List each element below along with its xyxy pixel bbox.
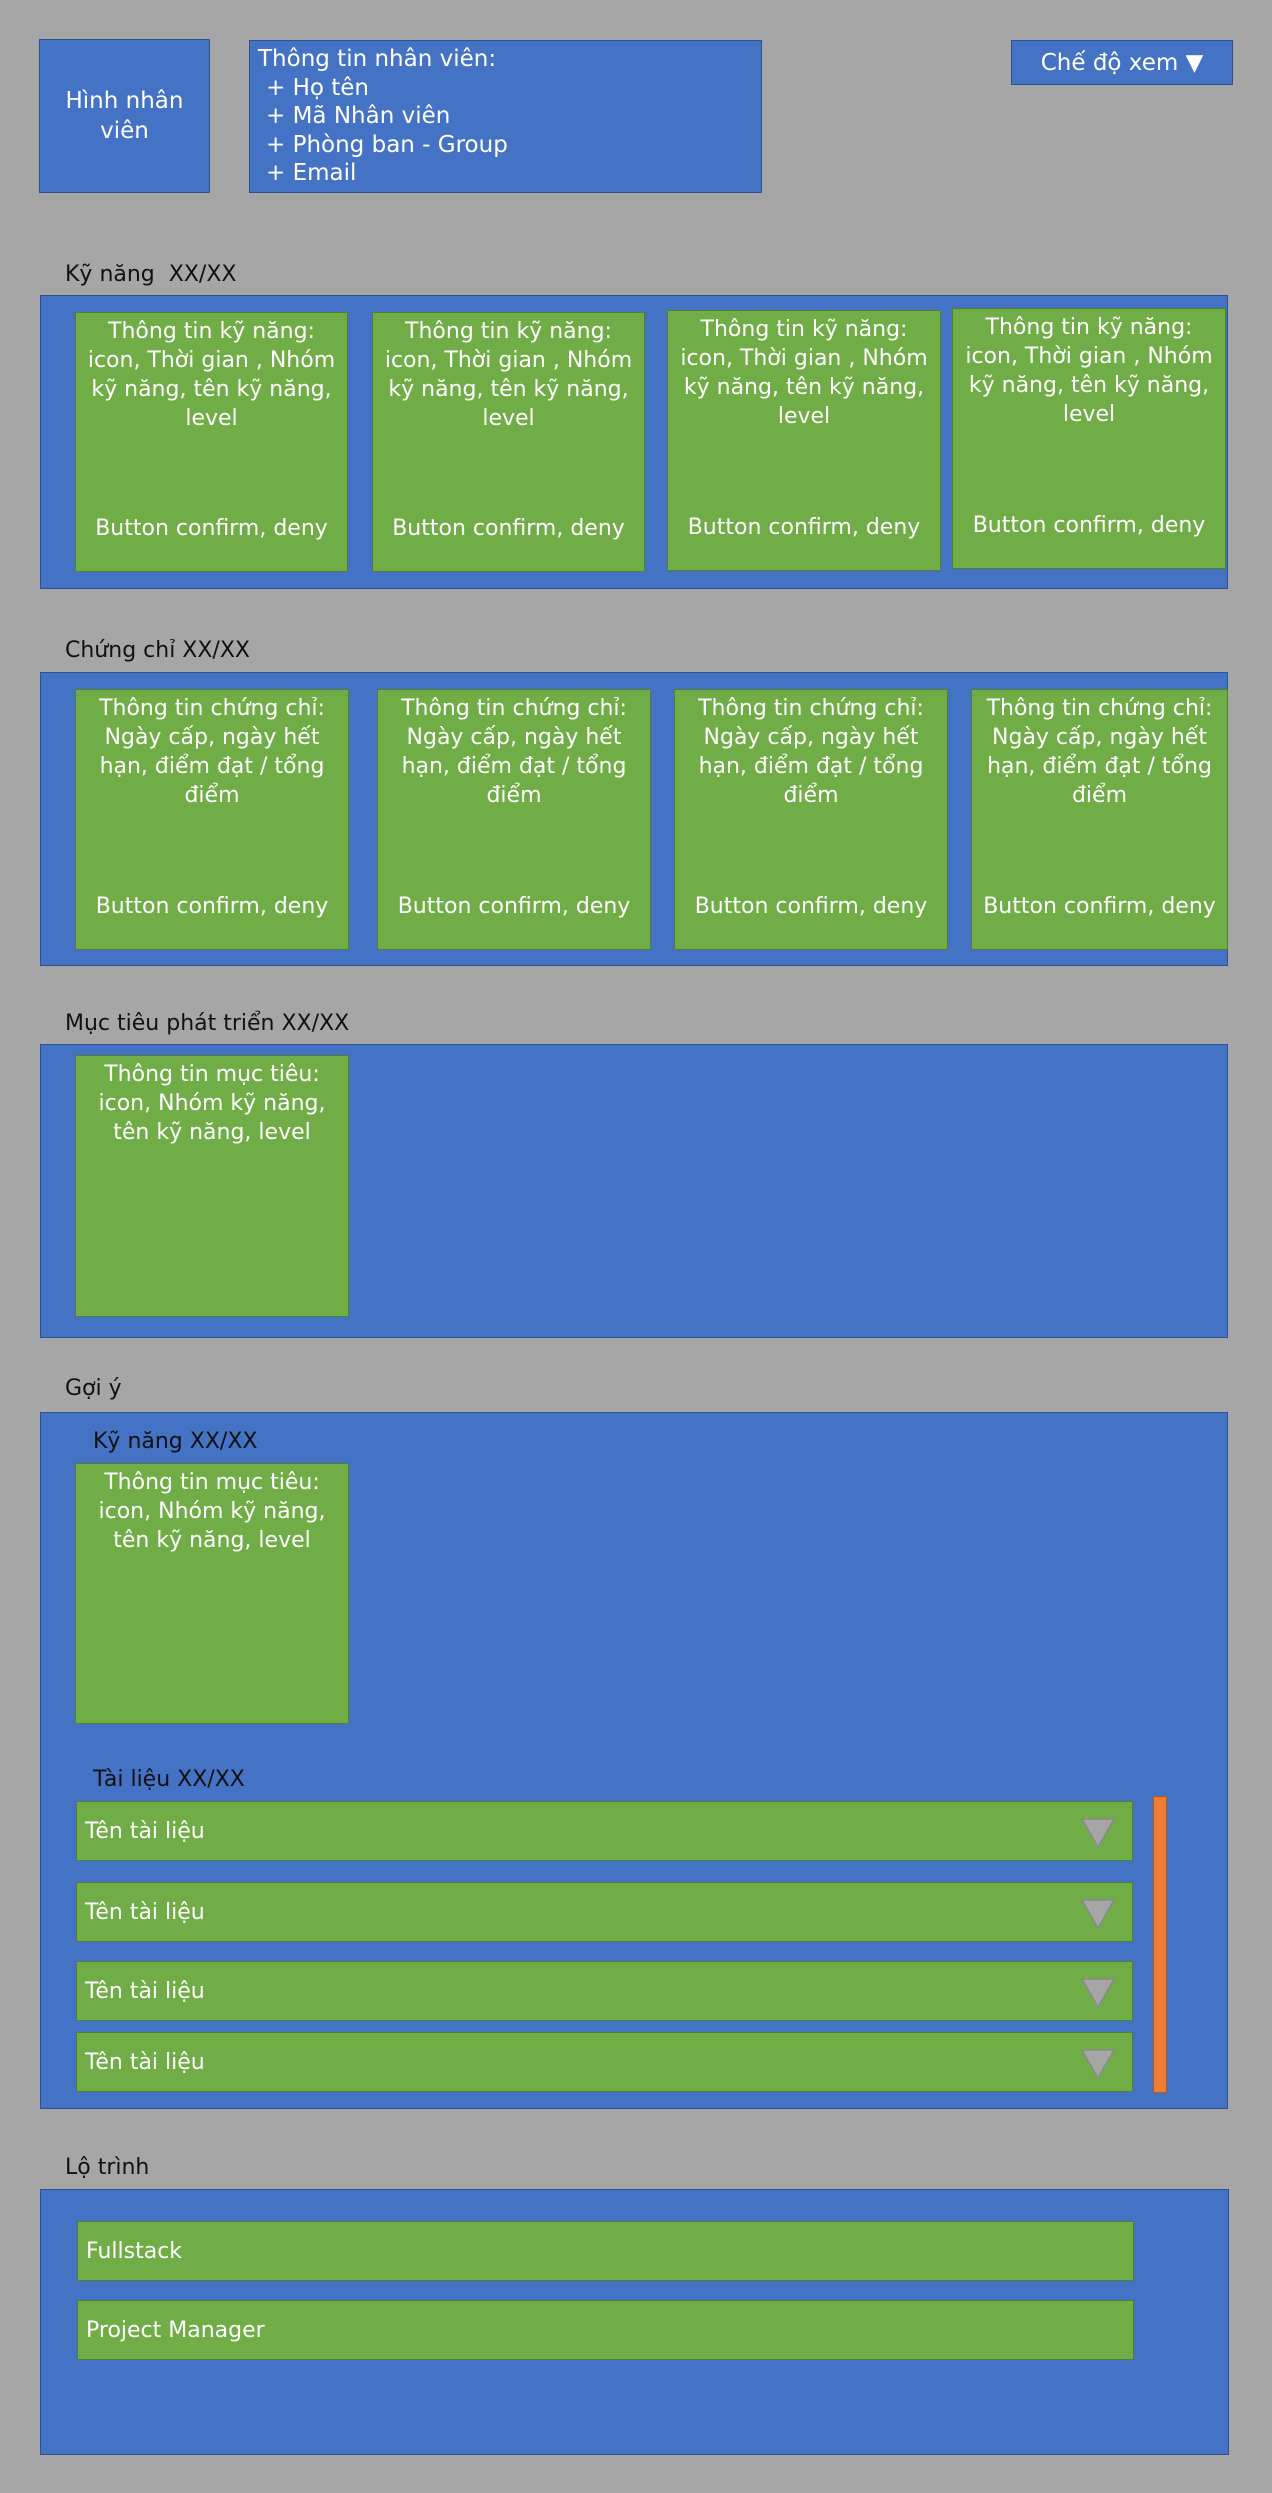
goal-card: Thông tin mục tiêu: icon, Nhóm kỹ năng, … xyxy=(75,1055,349,1317)
chevron-down-icon xyxy=(1080,1978,1116,2009)
document-item[interactable]: Tên tài liệu xyxy=(76,1961,1133,2021)
skill-card: Thông tin kỹ năng: icon, Thời gian , Nhó… xyxy=(372,312,645,572)
document-name: Tên tài liệu xyxy=(85,1899,205,1925)
document-item[interactable]: Tên tài liệu xyxy=(76,2032,1133,2092)
employee-info-panel: Thông tin nhân viên: + Họ tên + Mã Nhân … xyxy=(249,40,762,193)
certificate-card-info: Thông tin chứng chỉ: Ngày cấp, ngày hết … xyxy=(99,696,325,808)
goal-card-info: Thông tin mục tiêu: icon, Nhóm kỹ năng, … xyxy=(98,1062,326,1145)
certificate-card: Thông tin chứng chỉ: Ngày cấp, ngày hết … xyxy=(971,689,1228,950)
certificate-card-actions[interactable]: Button confirm, deny xyxy=(694,894,928,919)
certificate-card-actions[interactable]: Button confirm, deny xyxy=(983,894,1216,919)
certificate-card: Thông tin chứng chỉ: Ngày cấp, ngày hết … xyxy=(377,689,651,950)
employee-photo: Hình nhân viên xyxy=(39,39,210,193)
suggestions-section-title: Gợi ý xyxy=(65,1376,122,1401)
skill-card-info: Thông tin kỹ năng: icon, Thời gian , Nhó… xyxy=(87,319,336,431)
skill-card-info: Thông tin kỹ năng: icon, Thời gian , Nhó… xyxy=(965,315,1213,427)
chevron-down-icon xyxy=(1080,2049,1116,2080)
skill-card-actions[interactable]: Button confirm, deny xyxy=(392,516,625,541)
skill-card-info: Thông tin kỹ năng: icon, Thời gian , Nhó… xyxy=(680,317,928,429)
roadmap-item[interactable]: Project Manager xyxy=(77,2300,1134,2360)
skill-card: Thông tin kỹ năng: icon, Thời gian , Nhó… xyxy=(952,308,1226,569)
certificate-card-info: Thông tin chứng chỉ: Ngày cấp, ngày hết … xyxy=(986,696,1213,808)
suggested-skills-title: Kỹ năng XX/XX xyxy=(93,1429,258,1454)
certificates-section-title: Chứng chỉ XX/XX xyxy=(65,638,250,663)
employee-info-name: + Họ tên xyxy=(266,74,370,101)
roadmap-section-title: Lộ trình xyxy=(65,2155,150,2180)
certificate-card-info: Thông tin chứng chỉ: Ngày cấp, ngày hết … xyxy=(698,696,924,808)
roadmap-item-label: Fullstack xyxy=(86,2238,183,2264)
skill-card-actions[interactable]: Button confirm, deny xyxy=(972,513,1206,538)
certificate-card-info: Thông tin chứng chỉ: Ngày cấp, ngày hết … xyxy=(401,696,627,808)
documents-title: Tài liệu XX/XX xyxy=(93,1767,245,1792)
document-name: Tên tài liệu xyxy=(85,1978,205,2004)
certificate-card: Thông tin chứng chỉ: Ngày cấp, ngày hết … xyxy=(75,689,349,950)
employee-info-title: Thông tin nhân viên: xyxy=(258,46,497,72)
skill-card-actions[interactable]: Button confirm, deny xyxy=(687,515,921,540)
view-mode-label: Chế độ xem ▼ xyxy=(1040,49,1204,76)
goals-section-title: Mục tiêu phát triển XX/XX xyxy=(65,1011,350,1036)
roadmap-item-label: Project Manager xyxy=(86,2317,265,2343)
suggested-skill-card-info: Thông tin mục tiêu: icon, Nhóm kỹ năng, … xyxy=(98,1470,326,1553)
certificate-card-actions[interactable]: Button confirm, deny xyxy=(397,894,631,919)
document-name: Tên tài liệu xyxy=(85,1818,205,1844)
certificate-card-actions[interactable]: Button confirm, deny xyxy=(95,894,329,919)
employee-info-email: + Email xyxy=(266,160,357,186)
document-item[interactable]: Tên tài liệu xyxy=(76,1801,1133,1861)
view-mode-dropdown[interactable]: Chế độ xem ▼ xyxy=(1011,40,1233,85)
roadmap-item[interactable]: Fullstack xyxy=(77,2221,1134,2281)
skill-card-info: Thông tin kỹ năng: icon, Thời gian , Nhó… xyxy=(384,319,633,431)
skills-section-title: Kỹ năng XX/XX xyxy=(65,262,237,287)
documents-scrollbar[interactable] xyxy=(1153,1796,1167,2093)
chevron-down-icon xyxy=(1080,1899,1116,1930)
employee-info-id: + Mã Nhân viên xyxy=(266,103,451,129)
certificate-card: Thông tin chứng chỉ: Ngày cấp, ngày hết … xyxy=(674,689,948,950)
employee-info-department: + Phòng ban - Group xyxy=(266,131,508,158)
employee-photo-label: Hình nhân viên xyxy=(65,88,184,144)
suggested-skill-card: Thông tin mục tiêu: icon, Nhóm kỹ năng, … xyxy=(75,1463,349,1724)
skill-card: Thông tin kỹ năng: icon, Thời gian , Nhó… xyxy=(75,312,348,572)
document-item[interactable]: Tên tài liệu xyxy=(76,1882,1133,1942)
skill-card-actions[interactable]: Button confirm, deny xyxy=(95,516,328,541)
document-name: Tên tài liệu xyxy=(85,2049,205,2075)
chevron-down-icon xyxy=(1080,1818,1116,1849)
skill-card: Thông tin kỹ năng: icon, Thời gian , Nhó… xyxy=(667,310,941,571)
